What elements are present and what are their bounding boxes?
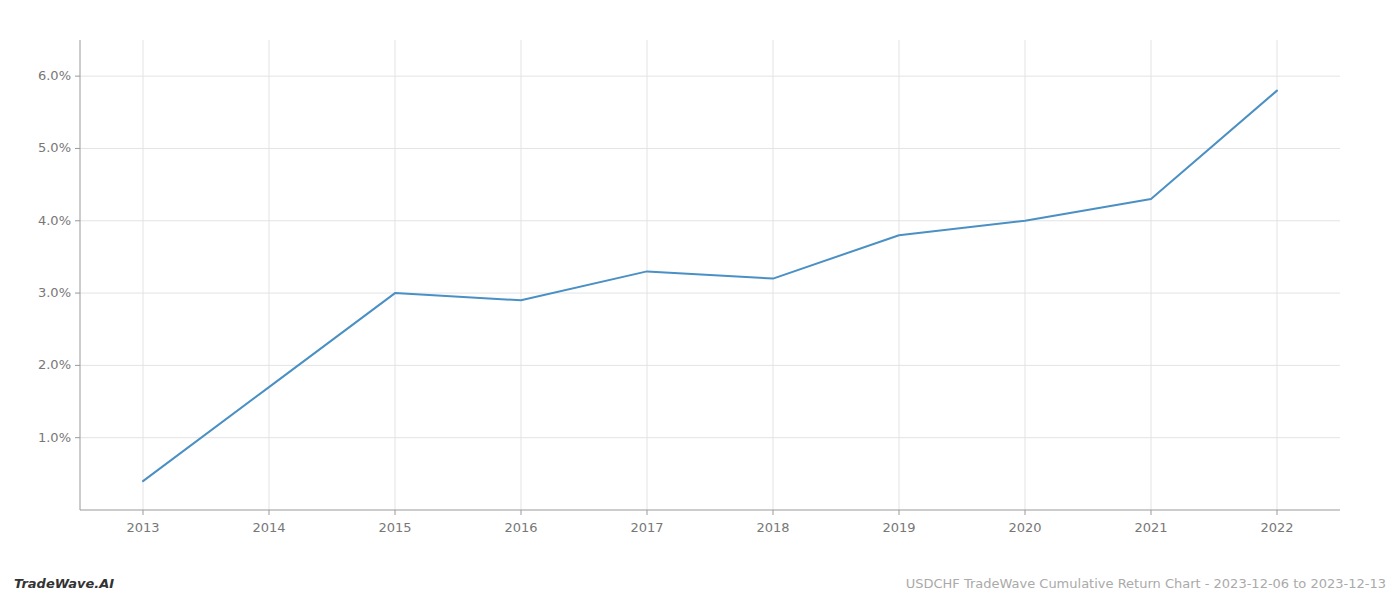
tick-y — [75, 365, 80, 366]
tick-y — [75, 76, 80, 77]
grid-line-y — [80, 365, 1340, 366]
tick-x — [395, 510, 396, 515]
grid-line-x — [647, 40, 648, 510]
chart-container: 2013 2014 2015 2016 2017 2018 2019 2020 2021 2022… — [0, 0, 1400, 600]
grid-line-y — [80, 76, 1340, 77]
tick-label-x: 2013 — [126, 520, 159, 535]
footer-right: USDCHF TradeWave Cumulative Return Chart… — [906, 576, 1386, 591]
axis-x — [80, 510, 1340, 511]
grid-line-x — [899, 40, 900, 510]
axes: 2013 2014 2015 2016 2017 2018 2019 2020 2021 2022… — [38, 40, 1340, 535]
axis-y — [80, 40, 81, 510]
tick-x — [521, 510, 522, 515]
grid-line-x — [143, 40, 144, 510]
tick-label-x: 2019 — [882, 520, 915, 535]
grid-line-x — [773, 40, 774, 510]
tick-y — [75, 148, 80, 149]
tick-label-x: 2017 — [630, 520, 663, 535]
tick-x — [647, 510, 648, 515]
tick-x — [1277, 510, 1278, 515]
tick-label-y: 5.0% — [38, 140, 71, 155]
grid-line-y — [80, 437, 1340, 438]
tick-x — [1025, 510, 1026, 515]
grid — [80, 40, 1340, 510]
grid-line-x — [269, 40, 270, 510]
tick-x — [143, 510, 144, 515]
chart-svg: 2013 2014 2015 2016 2017 2018 2019 2020 2021 2022… — [0, 0, 1400, 600]
series-group — [143, 91, 1277, 481]
grid-line-y — [80, 293, 1340, 294]
tick-label-x: 2016 — [504, 520, 537, 535]
line-series — [143, 91, 1277, 481]
tick-label-y: 4.0% — [38, 213, 71, 228]
tick-x — [773, 510, 774, 515]
tick-label-y: 3.0% — [38, 285, 71, 300]
grid-line-x — [395, 40, 396, 510]
grid-line-y — [80, 148, 1340, 149]
grid-line-x — [1277, 40, 1278, 510]
grid-line-x — [521, 40, 522, 510]
tick-x — [269, 510, 270, 515]
tick-label-x: 2014 — [252, 520, 285, 535]
tick-label-x: 2015 — [378, 520, 411, 535]
footer-left: TradeWave.AI — [14, 576, 114, 591]
tick-y — [75, 293, 80, 294]
tick-label-y: 2.0% — [38, 357, 71, 372]
tick-label-x: 2020 — [1008, 520, 1041, 535]
tick-y — [75, 437, 80, 438]
tick-label-y: 6.0% — [38, 68, 71, 83]
grid-line-x — [1151, 40, 1152, 510]
tick-label-x: 2018 — [756, 520, 789, 535]
tick-x — [899, 510, 900, 515]
tick-y — [75, 220, 80, 221]
tick-x — [1151, 510, 1152, 515]
tick-label-x: 2021 — [1134, 520, 1167, 535]
tick-label-y: 1.0% — [38, 430, 71, 445]
grid-line-x — [1025, 40, 1026, 510]
grid-line-y — [80, 220, 1340, 221]
tick-label-x: 2022 — [1260, 520, 1293, 535]
